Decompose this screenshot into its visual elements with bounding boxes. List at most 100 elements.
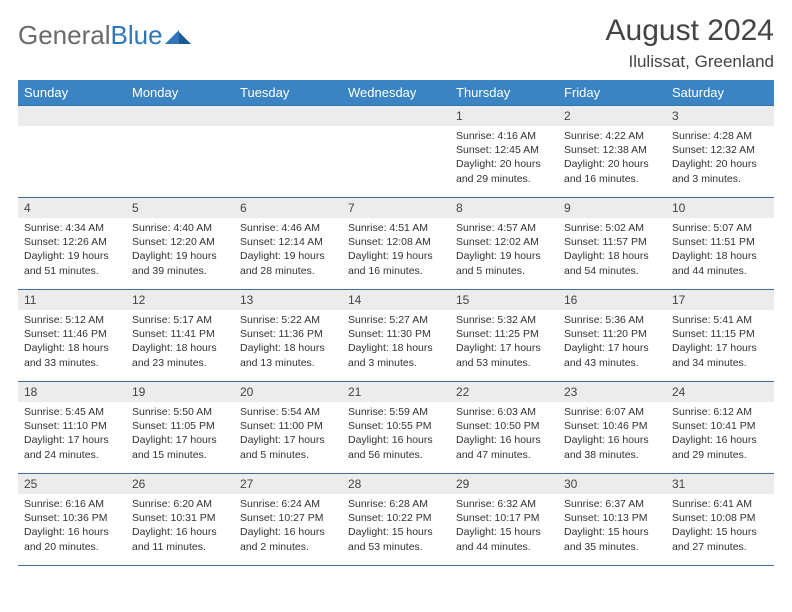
calendar-cell: 9Sunrise: 5:02 AMSunset: 11:57 PMDayligh… (558, 198, 666, 290)
calendar-week: 11Sunrise: 5:12 AMSunset: 11:46 PMDaylig… (18, 290, 774, 382)
day-number: 4 (18, 198, 126, 218)
day-details: Sunrise: 5:22 AMSunset: 11:36 PMDaylight… (234, 310, 342, 374)
calendar-cell: 25Sunrise: 6:16 AMSunset: 10:36 PMDaylig… (18, 474, 126, 566)
day-number: 27 (234, 474, 342, 494)
logo: GeneralBlue (18, 14, 193, 51)
day-details: Sunrise: 6:07 AMSunset: 10:46 PMDaylight… (558, 402, 666, 466)
calendar-cell: 8Sunrise: 4:57 AMSunset: 12:02 AMDayligh… (450, 198, 558, 290)
day-number: 23 (558, 382, 666, 402)
day-number: 28 (342, 474, 450, 494)
day-header: Saturday (666, 80, 774, 106)
calendar-cell: 5Sunrise: 4:40 AMSunset: 12:20 AMDayligh… (126, 198, 234, 290)
calendar-cell: 1Sunrise: 4:16 AMSunset: 12:45 AMDayligh… (450, 106, 558, 198)
calendar-cell: 27Sunrise: 6:24 AMSunset: 10:27 PMDaylig… (234, 474, 342, 566)
calendar-cell (126, 106, 234, 198)
day-details: Sunrise: 4:51 AMSunset: 12:08 AMDaylight… (342, 218, 450, 282)
calendar-cell: 20Sunrise: 5:54 AMSunset: 11:00 PMDaylig… (234, 382, 342, 474)
calendar-cell: 28Sunrise: 6:28 AMSunset: 10:22 PMDaylig… (342, 474, 450, 566)
calendar-cell: 19Sunrise: 5:50 AMSunset: 11:05 PMDaylig… (126, 382, 234, 474)
calendar-cell: 7Sunrise: 4:51 AMSunset: 12:08 AMDayligh… (342, 198, 450, 290)
day-details: Sunrise: 6:03 AMSunset: 10:50 PMDaylight… (450, 402, 558, 466)
calendar-cell: 12Sunrise: 5:17 AMSunset: 11:41 PMDaylig… (126, 290, 234, 382)
day-header: Friday (558, 80, 666, 106)
day-number: 9 (558, 198, 666, 218)
calendar-cell: 23Sunrise: 6:07 AMSunset: 10:46 PMDaylig… (558, 382, 666, 474)
day-details: Sunrise: 5:27 AMSunset: 11:30 PMDaylight… (342, 310, 450, 374)
page-title: August 2024 (606, 14, 774, 48)
day-header: Tuesday (234, 80, 342, 106)
calendar-cell: 18Sunrise: 5:45 AMSunset: 11:10 PMDaylig… (18, 382, 126, 474)
day-details: Sunrise: 6:24 AMSunset: 10:27 PMDaylight… (234, 494, 342, 558)
day-number (126, 106, 234, 126)
day-number: 24 (666, 382, 774, 402)
day-number: 6 (234, 198, 342, 218)
day-number: 10 (666, 198, 774, 218)
day-header: Monday (126, 80, 234, 106)
calendar-page: GeneralBlue August 2024 Ilulissat, Green… (0, 0, 792, 576)
location: Ilulissat, Greenland (606, 52, 774, 72)
day-details: Sunrise: 6:41 AMSunset: 10:08 PMDaylight… (666, 494, 774, 558)
calendar-cell: 16Sunrise: 5:36 AMSunset: 11:20 PMDaylig… (558, 290, 666, 382)
day-number: 17 (666, 290, 774, 310)
day-header-row: SundayMondayTuesdayWednesdayThursdayFrid… (18, 80, 774, 106)
day-details: Sunrise: 5:32 AMSunset: 11:25 PMDaylight… (450, 310, 558, 374)
calendar-cell (342, 106, 450, 198)
day-number: 21 (342, 382, 450, 402)
calendar-cell: 30Sunrise: 6:37 AMSunset: 10:13 PMDaylig… (558, 474, 666, 566)
day-number: 8 (450, 198, 558, 218)
day-number: 13 (234, 290, 342, 310)
day-number: 12 (126, 290, 234, 310)
day-details: Sunrise: 5:50 AMSunset: 11:05 PMDaylight… (126, 402, 234, 466)
calendar-cell: 31Sunrise: 6:41 AMSunset: 10:08 PMDaylig… (666, 474, 774, 566)
day-details: Sunrise: 5:41 AMSunset: 11:15 PMDaylight… (666, 310, 774, 374)
calendar-cell: 22Sunrise: 6:03 AMSunset: 10:50 PMDaylig… (450, 382, 558, 474)
calendar-week: 25Sunrise: 6:16 AMSunset: 10:36 PMDaylig… (18, 474, 774, 566)
day-details: Sunrise: 6:16 AMSunset: 10:36 PMDaylight… (18, 494, 126, 558)
calendar-cell: 4Sunrise: 4:34 AMSunset: 12:26 AMDayligh… (18, 198, 126, 290)
day-number: 16 (558, 290, 666, 310)
calendar-cell: 15Sunrise: 5:32 AMSunset: 11:25 PMDaylig… (450, 290, 558, 382)
calendar-week: 1Sunrise: 4:16 AMSunset: 12:45 AMDayligh… (18, 106, 774, 198)
day-number (342, 106, 450, 126)
calendar-cell: 11Sunrise: 5:12 AMSunset: 11:46 PMDaylig… (18, 290, 126, 382)
day-details: Sunrise: 6:20 AMSunset: 10:31 PMDaylight… (126, 494, 234, 558)
logo-icon (165, 26, 193, 46)
day-details: Sunrise: 5:36 AMSunset: 11:20 PMDaylight… (558, 310, 666, 374)
day-details: Sunrise: 4:22 AMSunset: 12:38 AMDaylight… (558, 126, 666, 190)
day-number: 11 (18, 290, 126, 310)
calendar-cell: 26Sunrise: 6:20 AMSunset: 10:31 PMDaylig… (126, 474, 234, 566)
day-number: 19 (126, 382, 234, 402)
day-number: 26 (126, 474, 234, 494)
day-number: 30 (558, 474, 666, 494)
day-details: Sunrise: 5:12 AMSunset: 11:46 PMDaylight… (18, 310, 126, 374)
logo-text-1: General (18, 20, 111, 51)
day-details: Sunrise: 4:46 AMSunset: 12:14 AMDaylight… (234, 218, 342, 282)
day-number: 15 (450, 290, 558, 310)
calendar-cell: 24Sunrise: 6:12 AMSunset: 10:41 PMDaylig… (666, 382, 774, 474)
day-number: 25 (18, 474, 126, 494)
calendar-cell: 10Sunrise: 5:07 AMSunset: 11:51 PMDaylig… (666, 198, 774, 290)
calendar-cell: 14Sunrise: 5:27 AMSunset: 11:30 PMDaylig… (342, 290, 450, 382)
day-number: 20 (234, 382, 342, 402)
calendar-cell: 2Sunrise: 4:22 AMSunset: 12:38 AMDayligh… (558, 106, 666, 198)
day-details: Sunrise: 4:16 AMSunset: 12:45 AMDaylight… (450, 126, 558, 190)
day-number: 29 (450, 474, 558, 494)
logo-text-2: Blue (111, 20, 163, 51)
calendar-week: 18Sunrise: 5:45 AMSunset: 11:10 PMDaylig… (18, 382, 774, 474)
day-details: Sunrise: 6:28 AMSunset: 10:22 PMDaylight… (342, 494, 450, 558)
calendar-cell: 17Sunrise: 5:41 AMSunset: 11:15 PMDaylig… (666, 290, 774, 382)
day-number (18, 106, 126, 126)
title-block: August 2024 Ilulissat, Greenland (606, 14, 774, 72)
day-header: Wednesday (342, 80, 450, 106)
day-details: Sunrise: 6:32 AMSunset: 10:17 PMDaylight… (450, 494, 558, 558)
day-details: Sunrise: 5:45 AMSunset: 11:10 PMDaylight… (18, 402, 126, 466)
day-details: Sunrise: 5:17 AMSunset: 11:41 PMDaylight… (126, 310, 234, 374)
day-details: Sunrise: 5:59 AMSunset: 10:55 PMDaylight… (342, 402, 450, 466)
day-details: Sunrise: 4:28 AMSunset: 12:32 AMDaylight… (666, 126, 774, 190)
calendar-cell: 13Sunrise: 5:22 AMSunset: 11:36 PMDaylig… (234, 290, 342, 382)
day-details: Sunrise: 5:07 AMSunset: 11:51 PMDaylight… (666, 218, 774, 282)
day-number: 14 (342, 290, 450, 310)
day-details: Sunrise: 6:12 AMSunset: 10:41 PMDaylight… (666, 402, 774, 466)
day-details: Sunrise: 6:37 AMSunset: 10:13 PMDaylight… (558, 494, 666, 558)
calendar-table: SundayMondayTuesdayWednesdayThursdayFrid… (18, 80, 774, 566)
